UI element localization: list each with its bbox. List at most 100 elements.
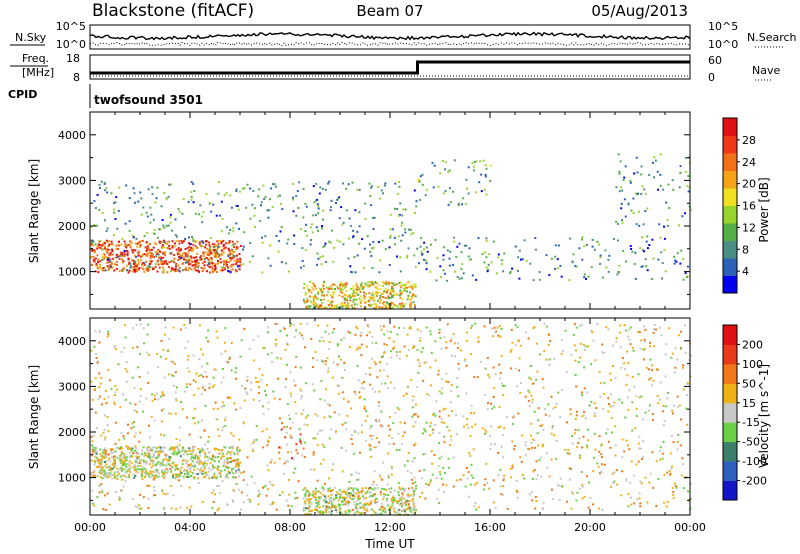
vel-cell	[639, 347, 642, 350]
pow-cell	[442, 254, 445, 257]
vel-cell	[320, 336, 323, 339]
vel-cell	[332, 505, 335, 508]
vel-cell	[614, 454, 617, 457]
vel-cell	[353, 497, 356, 500]
pow-cell	[96, 254, 99, 257]
vel-cell	[531, 499, 534, 502]
vel-cell	[375, 483, 378, 486]
pow-cell	[322, 283, 325, 286]
vel-cell	[174, 412, 177, 415]
vel-cell	[388, 488, 391, 490]
vel-cell	[133, 476, 136, 479]
pow-cell	[210, 259, 213, 262]
pow-cell	[314, 302, 317, 305]
vel-cell	[201, 450, 204, 453]
vel-cell	[188, 447, 191, 450]
velocity-colorbar-tick-label: 15	[742, 397, 756, 410]
pow-cell	[372, 228, 375, 230]
vel-cell	[598, 371, 601, 374]
pow-cell	[662, 188, 665, 191]
pow-cell	[640, 193, 643, 195]
vel-cell	[348, 487, 351, 490]
vel-cell	[164, 471, 167, 474]
vel-cell	[98, 491, 101, 494]
vel-cell	[371, 500, 374, 503]
pow-cell	[334, 304, 337, 307]
vel-cell	[527, 337, 530, 340]
pow-cell	[143, 271, 146, 274]
pow-cell	[104, 189, 106, 192]
vel-cell	[429, 330, 432, 333]
vel-cell	[511, 423, 514, 425]
vel-cell	[624, 368, 627, 371]
pow-cell	[98, 246, 100, 249]
vel-cell	[255, 438, 258, 441]
vel-cell	[94, 447, 97, 450]
pow-cell	[382, 192, 384, 195]
pow-cell	[209, 251, 212, 254]
vel-cell	[373, 360, 376, 363]
vel-cell	[113, 460, 116, 463]
vel-cell	[200, 393, 203, 396]
vel-cell	[542, 502, 545, 505]
pow-cell	[219, 240, 221, 243]
vel-cell	[510, 476, 513, 479]
vel-cell	[458, 368, 461, 371]
pow-cell	[237, 260, 240, 263]
pow-cell	[416, 180, 419, 183]
vel-cell	[278, 457, 281, 460]
vel-cell	[601, 456, 603, 459]
vel-cell	[361, 506, 364, 509]
vel-cell	[289, 325, 292, 327]
pow-cell	[379, 299, 382, 302]
pow-cell	[646, 207, 649, 210]
vel-cell	[488, 487, 491, 490]
vel-cell	[650, 384, 653, 387]
vel-cell	[139, 459, 142, 462]
pow-cell	[382, 304, 385, 307]
vel-cell	[536, 342, 538, 345]
vel-cell	[344, 501, 347, 504]
pow-cell	[375, 293, 378, 296]
pow-cell	[310, 291, 313, 294]
vel-cell	[510, 348, 513, 351]
vel-cell	[539, 456, 542, 459]
velocity-colorbar-band	[723, 480, 737, 501]
pow-cell	[348, 237, 350, 240]
pow-cell	[186, 247, 189, 249]
vel-cell	[222, 455, 225, 458]
vel-cell	[138, 462, 141, 464]
vel-cell	[91, 450, 94, 453]
vel-cell	[246, 483, 249, 486]
vel-cell	[395, 354, 398, 357]
pow-cell	[178, 210, 181, 213]
vel-cell	[357, 511, 360, 514]
vel-cell	[590, 329, 593, 332]
vel-cell	[211, 491, 214, 494]
pow-cell	[413, 304, 416, 306]
pow-cell	[275, 234, 278, 237]
vel-cell	[317, 496, 320, 499]
vel-cell	[208, 477, 211, 480]
vel-cell	[98, 341, 101, 344]
vel-cell	[108, 503, 111, 506]
vel-cell	[194, 380, 197, 383]
vel-cell	[129, 402, 132, 405]
vel-cell	[181, 408, 184, 411]
pow-cell	[146, 254, 149, 257]
vel-cell	[131, 455, 134, 458]
vel-cell	[105, 402, 108, 405]
pow-cell	[446, 249, 449, 252]
vel-cell	[486, 482, 489, 484]
pow-cell	[218, 246, 221, 249]
vel-cell	[652, 331, 655, 334]
vel-cell	[443, 435, 446, 438]
velocity-colorbar-band	[723, 461, 737, 482]
vel-cell	[148, 424, 150, 427]
vel-cell	[136, 465, 139, 468]
vel-cell	[484, 478, 487, 481]
vel-cell	[593, 432, 596, 435]
pow-cell	[421, 253, 424, 255]
pow-cell	[359, 302, 362, 304]
pow-cell	[222, 245, 225, 247]
